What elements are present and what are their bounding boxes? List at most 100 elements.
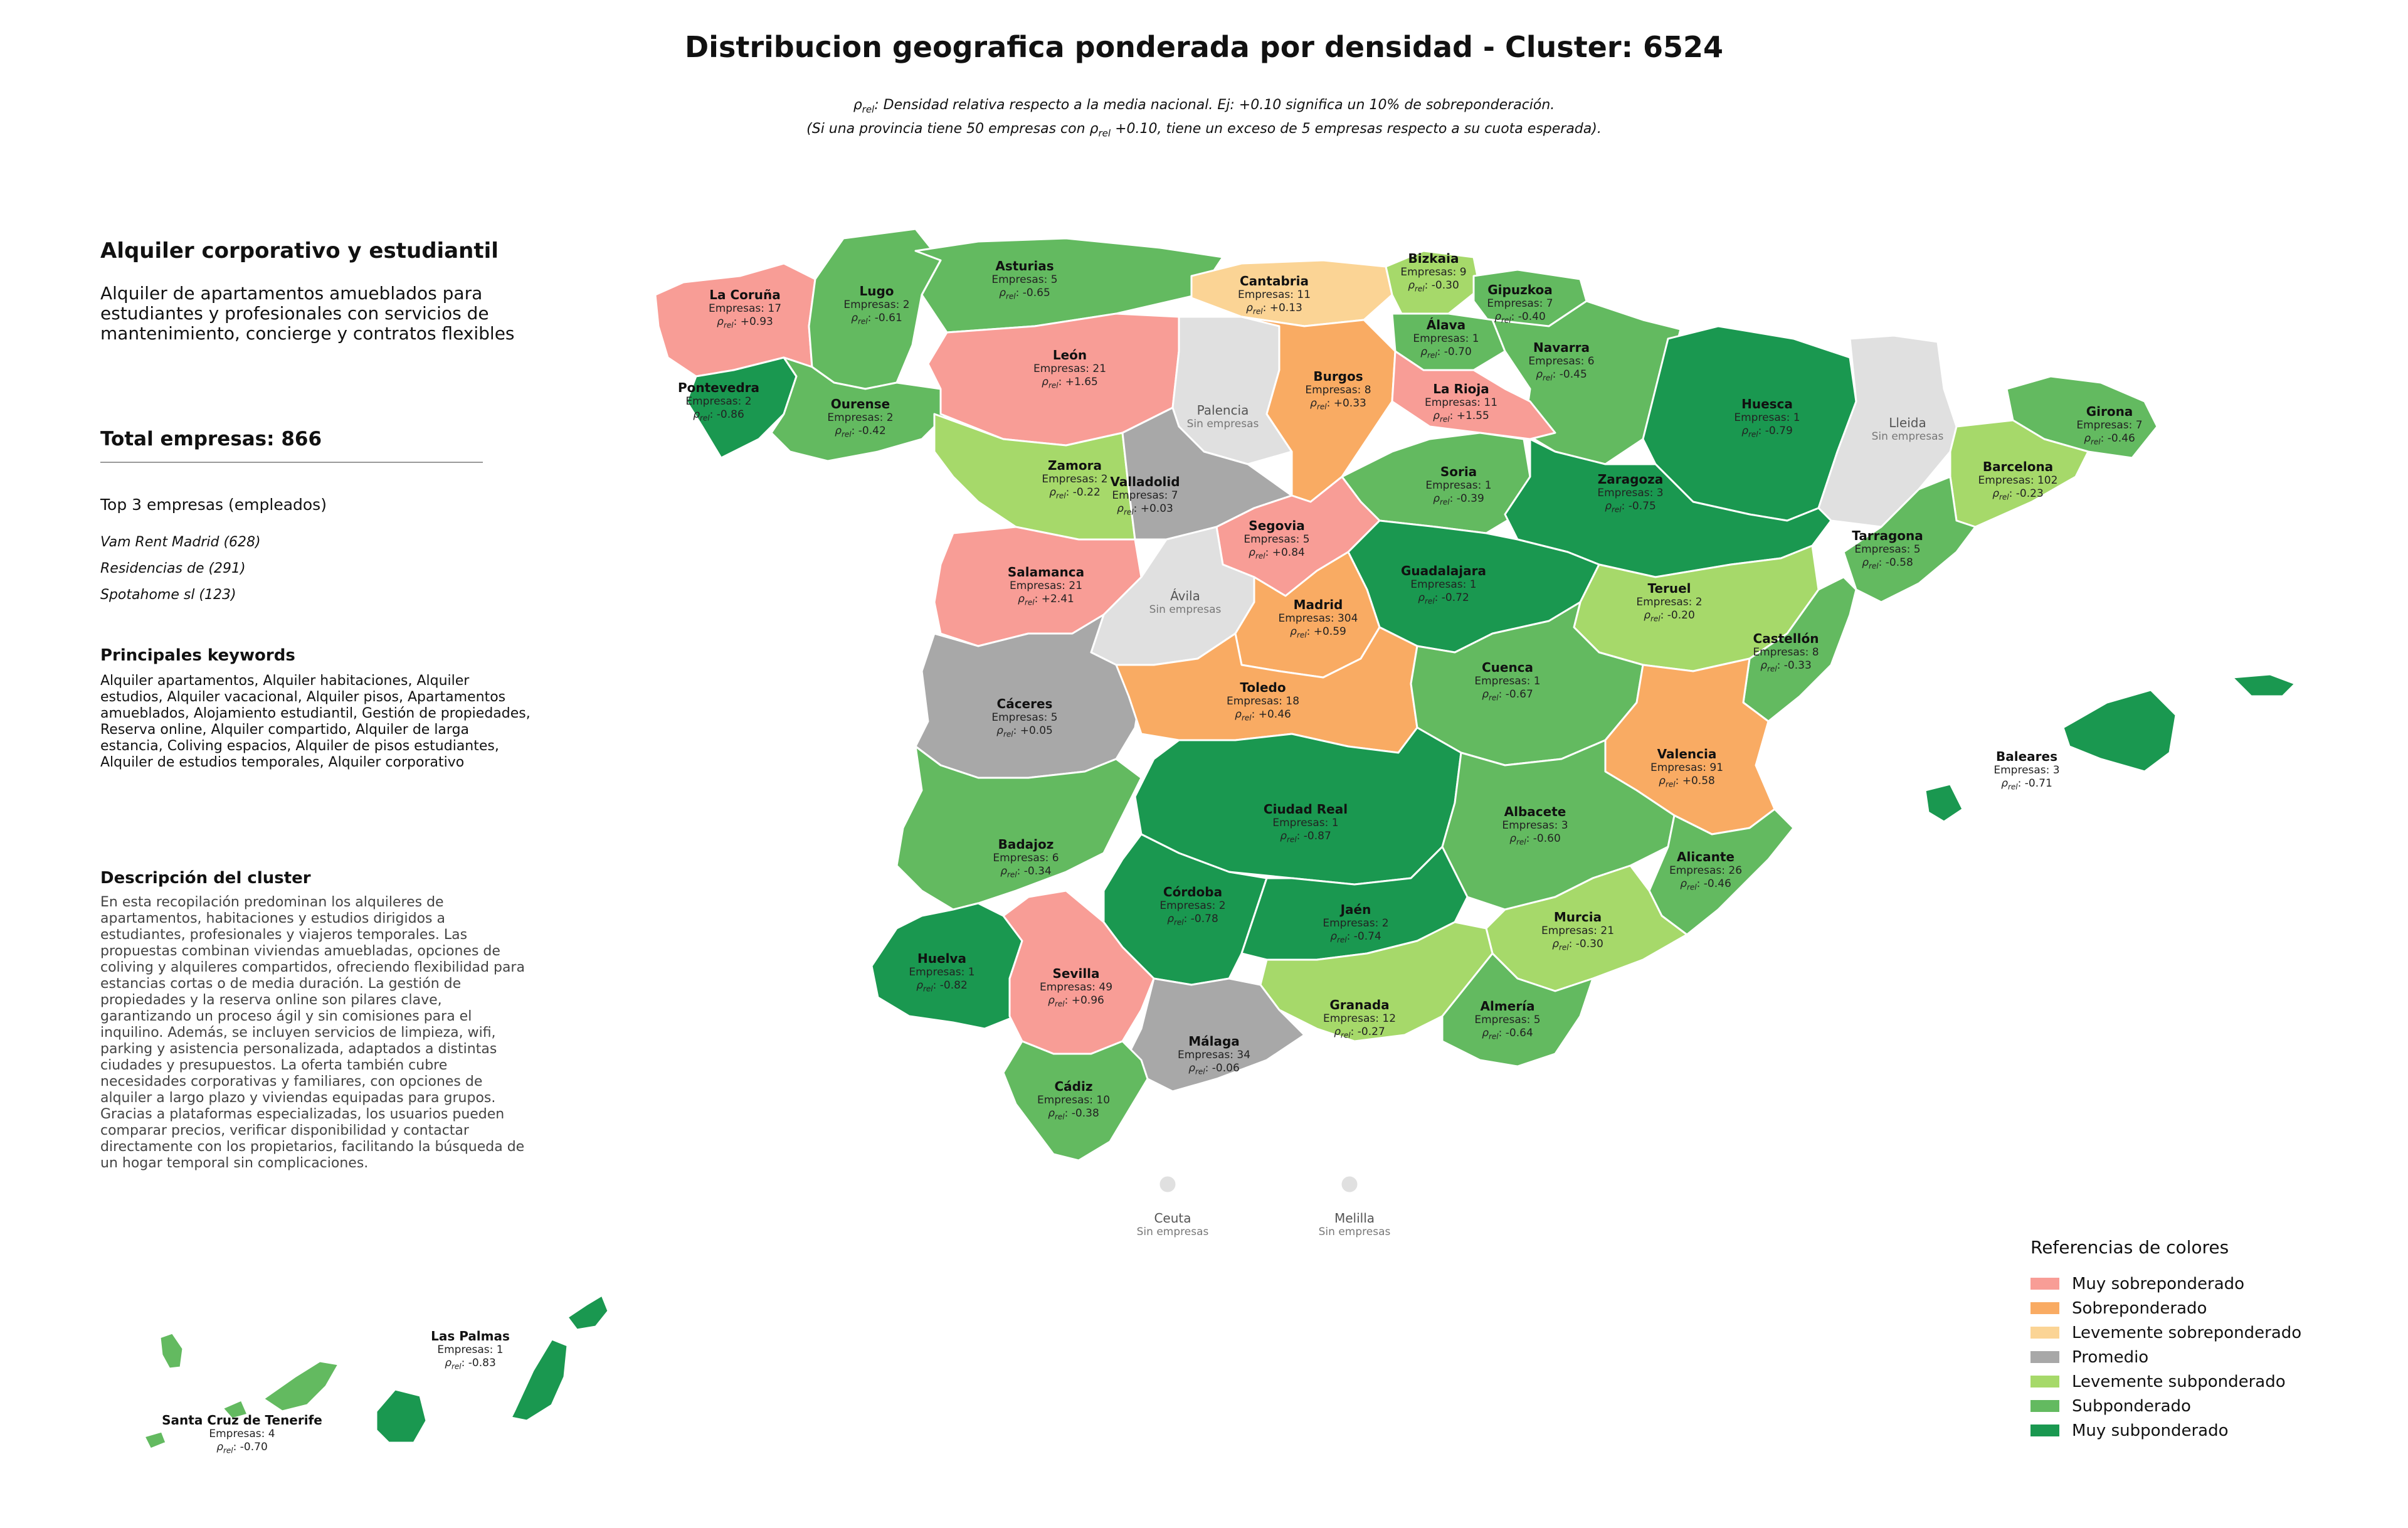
province-name: Huesca bbox=[1741, 396, 1793, 411]
province-rho: ρrel: -0.70 bbox=[1420, 346, 1472, 360]
province-label-bizkaia: Bizkaia Empresas: 9 ρrel: -0.30 bbox=[1400, 251, 1466, 295]
province-companies: Empresas: 5 bbox=[1244, 533, 1310, 546]
top-company-item: Residencias de (291) bbox=[100, 561, 246, 576]
province-companies: Empresas: 1 bbox=[1413, 332, 1479, 345]
divider bbox=[100, 462, 483, 463]
province-label-navarra: Navarra Empresas: 6 ρrel: -0.45 bbox=[1528, 340, 1594, 385]
province-label-la-rioja: La Rioja Empresas: 11 ρrel: +1.55 bbox=[1425, 381, 1497, 426]
legend-swatch bbox=[2030, 1302, 2059, 1314]
province-rho: ρrel: -0.58 bbox=[1862, 556, 1913, 571]
province-rho: ρrel: -0.71 bbox=[2001, 777, 2052, 792]
province-label-leon: León Empresas: 21 ρrel: +1.65 bbox=[1033, 348, 1106, 392]
province-ourense bbox=[770, 356, 948, 462]
keywords-text: Alquiler apartamentos, Alquiler habitaci… bbox=[100, 673, 531, 770]
province-companies: Empresas: 18 bbox=[1226, 695, 1300, 708]
subtitle-line-2: (Si una provincia tiene 50 empresas con … bbox=[806, 121, 1602, 139]
province-name: Asturias bbox=[995, 258, 1054, 273]
province-rho: ρrel: -0.06 bbox=[1188, 1062, 1240, 1076]
province-label-lugo: Lugo Empresas: 2 ρrel: -0.61 bbox=[843, 284, 909, 328]
province-rho: ρrel: -0.30 bbox=[1408, 279, 1459, 294]
province-name: Gipuzkoa bbox=[1487, 282, 1553, 297]
province-label-valencia: Valencia Empresas: 91 ρrel: +0.58 bbox=[1650, 746, 1723, 791]
province-companies: Empresas: 9 bbox=[1400, 266, 1467, 279]
province-label-soria: Soria Empresas: 1 ρrel: -0.39 bbox=[1425, 464, 1491, 509]
legend-title: Referencias de colores bbox=[2030, 1237, 2229, 1258]
province-name: Valladolid bbox=[1110, 474, 1180, 489]
province-las-palmas bbox=[375, 1294, 610, 1444]
province-companies: Empresas: 2 bbox=[1323, 917, 1389, 930]
province-companies: Empresas: 2 bbox=[685, 395, 752, 408]
province-companies: Empresas: 3 bbox=[1993, 764, 2060, 777]
province-label-madrid: Madrid Empresas: 304 ρrel: +0.59 bbox=[1279, 597, 1358, 642]
legend-label: Promedio bbox=[2072, 1347, 2149, 1367]
top-company-item: Spotahome sl (123) bbox=[100, 587, 236, 603]
province-rho: ρrel: -0.46 bbox=[1680, 878, 1731, 892]
province-companies: Empresas: 1 bbox=[909, 966, 975, 979]
province-la-rioja bbox=[1391, 350, 1556, 440]
province-name: Ceuta bbox=[1154, 1211, 1191, 1226]
province-label-ourense: Ourense Empresas: 2 ρrel: -0.42 bbox=[827, 396, 893, 441]
province-label-sevilla: Sevilla Empresas: 49 ρrel: +0.96 bbox=[1040, 966, 1112, 1011]
province-companies: Empresas: 7 bbox=[1112, 489, 1178, 502]
province-companies: Empresas: 102 bbox=[1978, 474, 2058, 487]
province-name: Bizkaia bbox=[1408, 251, 1459, 266]
province-rho: ρrel: -0.78 bbox=[1167, 913, 1218, 927]
province-label-zaragoza: Zaragoza Empresas: 3 ρrel: -0.75 bbox=[1597, 472, 1663, 516]
province-companies: Empresas: 3 bbox=[1502, 819, 1568, 832]
province-rho: ρrel: -0.74 bbox=[1330, 930, 1381, 945]
province-melilla bbox=[1339, 1174, 1360, 1194]
no-companies-label: Sin empresas bbox=[1871, 430, 1944, 443]
province-companies: Empresas: 7 bbox=[2076, 419, 2143, 432]
province-pontevedra bbox=[685, 356, 798, 459]
province-rho: ρrel: -0.87 bbox=[1280, 830, 1331, 844]
legend-swatch bbox=[2030, 1400, 2059, 1412]
province-companies: Empresas: 8 bbox=[1753, 646, 1819, 659]
province-rho: ρrel: +0.84 bbox=[1249, 546, 1305, 561]
page-title: Distribucion geografica ponderada por de… bbox=[685, 30, 1723, 64]
legend-label: Sobreponderado bbox=[2072, 1298, 2207, 1318]
province-name: Zaragoza bbox=[1597, 472, 1664, 487]
no-companies-label: Sin empresas bbox=[1318, 1226, 1391, 1238]
subtitle: ρrel: Densidad relativa respecto a la me… bbox=[0, 95, 2408, 144]
province-rho: ρrel: +0.05 bbox=[996, 724, 1053, 739]
province-rho: ρrel: -0.22 bbox=[1049, 486, 1101, 501]
province-rho: ρrel: -0.42 bbox=[835, 425, 886, 439]
province-name: Las Palmas bbox=[431, 1329, 510, 1344]
province-ceuta bbox=[1158, 1174, 1178, 1194]
province-companies: Empresas: 5 bbox=[991, 711, 1058, 724]
province-name: Pontevedra bbox=[677, 380, 760, 395]
province-badajoz bbox=[895, 745, 1143, 911]
province-companies: Empresas: 21 bbox=[1541, 925, 1615, 937]
province-name: Jaén bbox=[1340, 902, 1371, 917]
province-label-las-palmas: Las Palmas Empresas: 1 ρrel: -0.83 bbox=[431, 1329, 510, 1373]
province-label-valladolid: Valladolid Empresas: 7 ρrel: +0.03 bbox=[1110, 474, 1180, 519]
province-name: Álava bbox=[1426, 317, 1466, 332]
legend-swatch bbox=[2030, 1327, 2059, 1339]
keywords-heading: Principales keywords bbox=[100, 646, 295, 665]
province-cadiz bbox=[1002, 1040, 1149, 1162]
province-name: Badajoz bbox=[998, 837, 1054, 852]
province-companies: Empresas: 11 bbox=[1237, 289, 1311, 301]
province-companies: Empresas: 1 bbox=[1734, 411, 1800, 424]
description-text: En esta recopilación predominan los alqu… bbox=[100, 894, 525, 1171]
province-name: Tarragona bbox=[1852, 528, 1923, 543]
total-companies: Total empresas: 866 bbox=[100, 428, 322, 450]
province-label-cantabria: Cantabria Empresas: 11 ρrel: +0.13 bbox=[1238, 273, 1311, 318]
province-rho: ρrel: -0.30 bbox=[1552, 938, 1603, 952]
province-rho: ρrel: -0.64 bbox=[1482, 1027, 1533, 1041]
province-name: Cáceres bbox=[996, 696, 1053, 711]
province-rho: ρrel: -0.45 bbox=[1536, 368, 1587, 383]
province-rho: ρrel: +0.46 bbox=[1235, 708, 1291, 723]
province-rho: ρrel: -0.34 bbox=[1000, 865, 1052, 879]
province-rho: ρrel: -0.40 bbox=[1494, 310, 1546, 325]
legend-item: Levemente sobreponderado bbox=[2030, 1320, 2301, 1345]
top-companies-heading: Top 3 empresas (empleados) bbox=[100, 496, 327, 514]
no-companies-label: Sin empresas bbox=[1186, 418, 1259, 430]
province-label-palencia: Palencia Sin empresas bbox=[1187, 403, 1259, 431]
province-label-murcia: Murcia Empresas: 21 ρrel: -0.30 bbox=[1541, 910, 1614, 954]
province-companies: Empresas: 6 bbox=[993, 852, 1059, 864]
no-companies-label: Sin empresas bbox=[1149, 603, 1222, 616]
province-name: Baleares bbox=[1995, 749, 2057, 764]
province-rho: ρrel: -0.86 bbox=[693, 408, 744, 423]
